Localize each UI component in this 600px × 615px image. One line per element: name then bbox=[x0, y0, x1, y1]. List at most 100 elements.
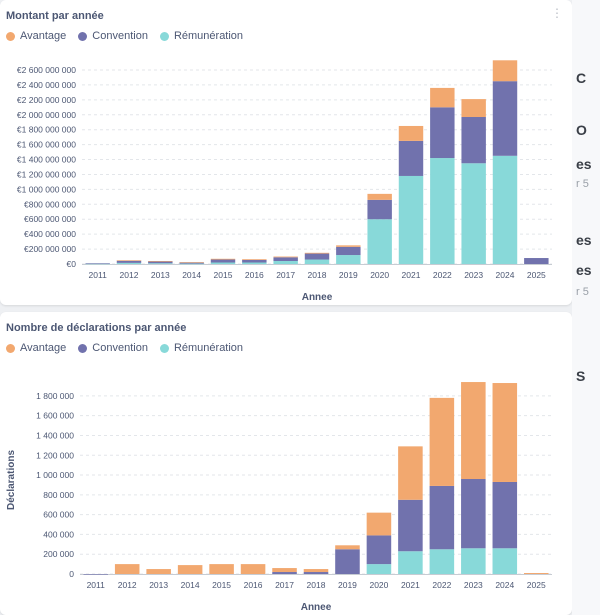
legend-item-convention[interactable]: Convention bbox=[78, 30, 148, 42]
bar-segment bbox=[242, 259, 267, 263]
bar-segment bbox=[367, 219, 392, 264]
x-tick-label: 2011 bbox=[87, 580, 106, 590]
edge-text: C bbox=[576, 70, 587, 86]
bar-segment bbox=[492, 81, 518, 156]
legend-item-avantage[interactable]: Avantage bbox=[6, 30, 66, 42]
x-tick-label: 2021 bbox=[402, 270, 421, 280]
x-tick-label: 2013 bbox=[149, 580, 168, 590]
bar-segment bbox=[336, 246, 361, 256]
legend-item-convention[interactable]: Convention bbox=[78, 342, 148, 354]
legend-label: Convention bbox=[92, 342, 148, 354]
bar-segment bbox=[179, 262, 204, 264]
legend-label: Rémunération bbox=[173, 342, 244, 354]
y-tick-label: 1 200 000 bbox=[36, 450, 74, 460]
legend-swatch bbox=[6, 343, 15, 353]
bar-segment bbox=[146, 569, 171, 574]
bar-segment bbox=[116, 260, 142, 263]
bar-segment bbox=[461, 117, 486, 164]
bar-segment bbox=[304, 259, 330, 264]
x-tick-label: 2019 bbox=[338, 580, 357, 590]
bar-segment bbox=[366, 535, 392, 565]
bar-segment bbox=[85, 263, 110, 265]
y-tick-label: 200 000 bbox=[43, 549, 74, 559]
nombre-declarations-card: Nombre de déclarations par année Avantag… bbox=[0, 312, 572, 615]
edge-text: r 5 bbox=[576, 178, 589, 190]
legend: Avantage Convention Rémunération bbox=[6, 30, 243, 42]
y-tick-label: 800 000 bbox=[43, 490, 74, 500]
legend-item-remuneration[interactable]: Rémunération bbox=[159, 30, 244, 42]
bar-segment bbox=[177, 565, 203, 574]
x-tick-label: 2021 bbox=[401, 580, 420, 590]
y-tick-label: 400 000 bbox=[43, 529, 74, 539]
y-tick-label: 0 bbox=[69, 569, 74, 579]
legend-item-remuneration[interactable]: Rémunération bbox=[159, 342, 244, 354]
bar-segment bbox=[273, 256, 298, 258]
x-tick-label: 2023 bbox=[464, 580, 483, 590]
y-tick-label: 1 400 000 bbox=[36, 430, 74, 440]
legend-item-avantage[interactable]: Avantage bbox=[6, 342, 66, 354]
bar-segment bbox=[148, 263, 173, 264]
bar-segment bbox=[85, 263, 110, 264]
legend: Avantage Convention Rémunération bbox=[6, 342, 243, 354]
edge-text: es bbox=[576, 232, 592, 248]
y-tick-label: €2 600 000 000 bbox=[17, 65, 76, 75]
bar-segment bbox=[398, 551, 423, 574]
x-axis-label: Annee bbox=[302, 292, 333, 303]
bar-segment bbox=[242, 262, 267, 264]
x-tick-label: 2012 bbox=[118, 580, 137, 590]
bar-segment bbox=[524, 258, 549, 264]
edge-text: es bbox=[576, 262, 592, 278]
y-tick-label: 1 600 000 bbox=[36, 411, 74, 421]
bar-segment bbox=[366, 564, 392, 574]
bar-segment bbox=[367, 199, 392, 220]
bar-segment bbox=[429, 485, 455, 550]
x-tick-label: 2011 bbox=[89, 270, 108, 280]
bar-segment bbox=[461, 548, 486, 574]
bar-segment bbox=[429, 549, 455, 574]
x-tick-label: 2018 bbox=[308, 270, 327, 280]
bar-segment bbox=[335, 549, 360, 574]
x-tick-label: 2017 bbox=[275, 580, 294, 590]
bar-segment bbox=[335, 545, 360, 550]
y-tick-label: €1 000 000 000 bbox=[17, 184, 76, 194]
legend-label: Rémunération bbox=[173, 30, 244, 42]
bar-segment bbox=[148, 261, 173, 262]
legend-label: Convention bbox=[92, 30, 148, 42]
bar-segment bbox=[429, 397, 455, 486]
y-tick-label: 600 000 bbox=[43, 510, 74, 520]
x-tick-label: 2016 bbox=[245, 270, 264, 280]
x-tick-label: 2013 bbox=[151, 270, 170, 280]
bar-segment bbox=[492, 548, 518, 574]
legend-swatch bbox=[78, 31, 88, 41]
bar-segment bbox=[210, 258, 236, 260]
edge-text: r 5 bbox=[576, 286, 589, 298]
declarations-bar-chart: 0 200 000 400 000 600 000 800 000 1 000 000 1 … bbox=[6, 382, 552, 613]
x-tick-label: 2016 bbox=[244, 580, 263, 590]
bar-segment bbox=[398, 140, 424, 176]
y-tick-label: 1 000 000 bbox=[36, 470, 74, 480]
adjacent-panel-edge: C O es r 5 es es r 5 S bbox=[572, 0, 600, 615]
edge-text: S bbox=[576, 368, 586, 384]
bar-segment bbox=[272, 572, 297, 574]
legend-swatch bbox=[159, 31, 169, 41]
x-tick-label: 2015 bbox=[214, 270, 233, 280]
x-tick-label: 2015 bbox=[212, 580, 231, 590]
bar-segment bbox=[148, 261, 173, 264]
x-tick-label: 2025 bbox=[527, 270, 546, 280]
edge-text: O bbox=[576, 122, 587, 138]
bar-segment bbox=[242, 259, 267, 260]
bar-segment bbox=[461, 382, 486, 480]
y-tick-label: €2 400 000 000 bbox=[17, 80, 76, 90]
y-tick-label: €2 200 000 000 bbox=[17, 95, 76, 105]
bar-segment bbox=[398, 499, 423, 552]
chart-title: Nombre de déclarations par année bbox=[6, 322, 187, 334]
x-tick-label: 2020 bbox=[370, 270, 389, 280]
bar-segment bbox=[523, 573, 549, 574]
bar-segment bbox=[430, 87, 455, 108]
legend-label: Avantage bbox=[20, 30, 67, 42]
legend-label: Avantage bbox=[20, 342, 67, 354]
y-tick-label: €400 000 000 bbox=[24, 229, 76, 239]
card-menu-icon[interactable]: ⋮ bbox=[551, 6, 564, 20]
x-tick-label: 2014 bbox=[181, 580, 200, 590]
bar-segment bbox=[273, 257, 298, 262]
